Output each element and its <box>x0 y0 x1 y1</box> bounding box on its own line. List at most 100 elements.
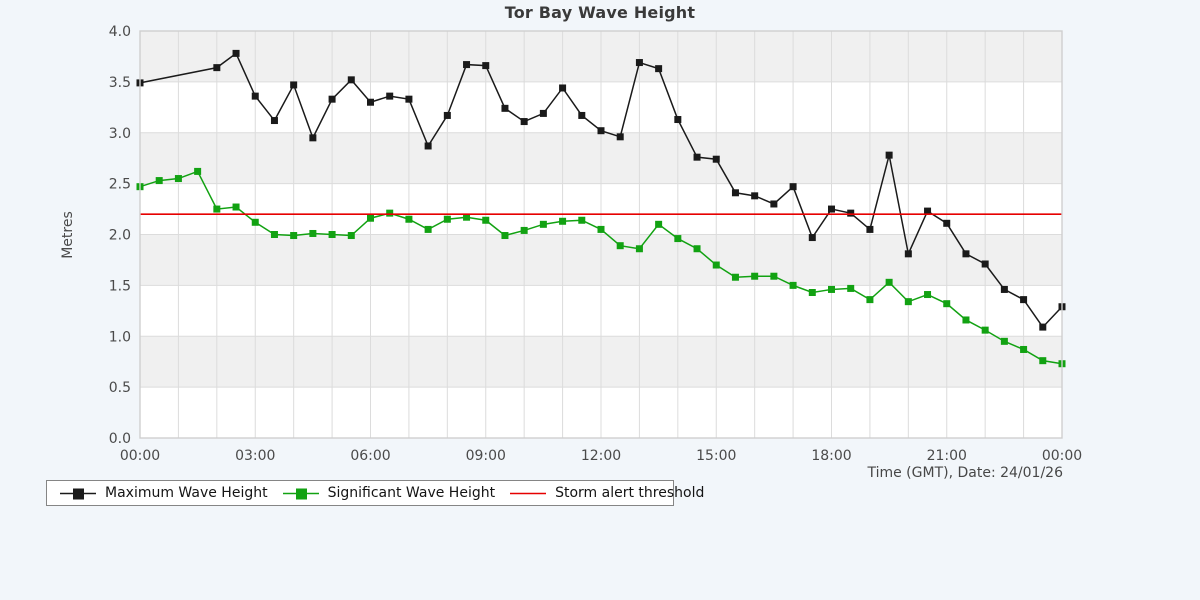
maximum-wave-height-marker <box>463 61 471 69</box>
maximum-wave-height-marker <box>367 98 374 106</box>
maximum-wave-height-marker <box>943 219 951 227</box>
significant-wave-height-marker <box>367 214 374 222</box>
significant-wave-height-marker <box>1000 337 1008 345</box>
significant-wave-height-marker <box>578 216 586 224</box>
maximum-wave-height-marker <box>616 133 624 141</box>
significant-wave-height-marker <box>424 225 432 233</box>
significant-wave-height-marker <box>463 213 471 221</box>
significant-wave-height-marker <box>290 232 298 240</box>
maximum-wave-height-marker <box>501 104 509 112</box>
significant-wave-height-marker <box>655 220 663 228</box>
significant-wave-line-marker-icon <box>282 488 319 499</box>
maximum-wave-height-marker <box>309 134 317 142</box>
maximum-wave-height-marker <box>270 117 278 125</box>
maximum-wave-height-marker <box>1039 323 1047 331</box>
maximum-wave-height-marker <box>981 260 989 268</box>
maximum-wave-height-marker <box>712 155 720 163</box>
maximum-wave-height-marker <box>885 151 893 159</box>
legend-item-max-wave: Maximum Wave Height <box>59 485 268 501</box>
maximum-wave-height-marker <box>962 250 970 258</box>
y-tick-label: 4.0 <box>109 24 131 40</box>
maximum-wave-height-marker <box>539 109 547 117</box>
x-axis-title: Time (GMT), Date: 24/01/26 <box>867 465 1063 481</box>
chart-title: Tor Bay Wave Height <box>504 3 696 22</box>
x-tick-label: 15:00 <box>696 448 736 464</box>
maximum-wave-height-marker <box>847 209 855 217</box>
maximum-wave-height-marker <box>559 84 567 92</box>
maximum-wave-height-marker <box>789 183 797 191</box>
maximum-wave-height-marker <box>828 205 835 213</box>
significant-wave-height-marker <box>443 215 451 223</box>
maximum-wave-height-marker <box>751 192 759 200</box>
significant-wave-height-marker <box>828 285 835 293</box>
significant-wave-height-marker <box>635 245 643 253</box>
maximum-wave-height-marker <box>578 111 586 119</box>
x-tick-label: 06:00 <box>350 448 390 464</box>
significant-wave-height-marker <box>194 167 202 175</box>
x-tick-label: 00:00 <box>1042 448 1082 464</box>
wave-height-chart: Metres 4.03.53.02.52.01.51.00.50.000:00 0… <box>60 24 1082 464</box>
maximum-wave-height-marker <box>213 64 221 72</box>
significant-wave-height-marker <box>770 272 778 280</box>
y-tick-label: 2.5 <box>109 177 131 193</box>
significant-wave-height-marker <box>539 220 547 228</box>
x-tick-label: 18:00 <box>811 448 851 464</box>
significant-wave-height-marker <box>520 226 528 234</box>
significant-wave-height-marker <box>405 215 413 223</box>
maximum-wave-height-marker <box>520 118 528 126</box>
legend-item-storm-threshold: Storm alert threshold <box>509 485 704 501</box>
legend-label-max-wave: Maximum Wave Height <box>105 485 268 501</box>
maximum-wave-height-marker <box>347 76 355 84</box>
maximum-wave-height-marker <box>597 127 605 135</box>
y-tick-label: 0.5 <box>109 380 131 396</box>
significant-wave-height-marker <box>1039 357 1047 365</box>
x-tick-label: 12:00 <box>581 448 621 464</box>
y-tick-label: 1.0 <box>109 329 131 345</box>
significant-wave-height-marker <box>213 205 221 213</box>
significant-wave-height-marker <box>885 278 893 286</box>
maximum-wave-height-marker <box>731 189 739 197</box>
y-tick-label: 3.5 <box>109 75 131 91</box>
significant-wave-height-marker <box>309 229 317 237</box>
significant-wave-height-marker <box>251 218 259 226</box>
maximum-wave-height-marker <box>808 234 816 242</box>
significant-wave-height-marker <box>270 231 278 238</box>
significant-wave-height-marker <box>731 273 739 281</box>
significant-wave-height-marker <box>693 245 701 253</box>
significant-wave-height-marker <box>616 242 624 250</box>
legend-item-significant-wave: Significant Wave Height <box>282 485 495 501</box>
maximum-wave-height-marker <box>232 49 240 57</box>
max-wave-line-marker-icon <box>60 488 96 499</box>
maximum-wave-height-marker <box>924 207 932 215</box>
y-axis-title: Metres <box>60 211 76 259</box>
legend-label-storm-threshold: Storm alert threshold <box>555 485 705 501</box>
significant-wave-height-marker <box>232 203 240 211</box>
significant-wave-height-marker <box>981 326 989 334</box>
maximum-wave-height-marker <box>635 59 643 67</box>
significant-wave-height-marker <box>712 261 720 269</box>
maximum-wave-height-marker <box>251 92 259 100</box>
y-tick-label: 1.5 <box>109 278 131 294</box>
significant-wave-height-marker <box>808 288 816 296</box>
significant-wave-height-marker <box>597 225 605 233</box>
significant-wave-height-marker <box>866 296 874 304</box>
significant-wave-height-marker <box>386 209 394 217</box>
maximum-wave-height-marker <box>328 95 336 103</box>
storm-threshold-line-icon <box>510 492 547 494</box>
maximum-wave-height-marker <box>386 92 394 100</box>
significant-wave-height-marker <box>962 316 970 324</box>
significant-wave-height-marker <box>751 272 759 280</box>
chart-legend: Maximum Wave Height Significant Wave Hei… <box>46 480 704 506</box>
maximum-wave-height-marker <box>655 65 663 73</box>
maximum-wave-height-marker <box>693 153 701 161</box>
y-tick-label: 3.0 <box>109 126 131 142</box>
maximum-wave-height-marker <box>443 111 451 119</box>
significant-wave-height-marker <box>674 235 682 243</box>
maximum-wave-height-marker <box>482 62 490 70</box>
plot-border <box>139 30 1063 439</box>
significant-wave-height-marker <box>943 300 951 308</box>
maximum-wave-height-marker <box>1000 285 1008 293</box>
maximum-wave-height-marker <box>1020 296 1028 304</box>
x-tick-label: 03:00 <box>235 448 275 464</box>
